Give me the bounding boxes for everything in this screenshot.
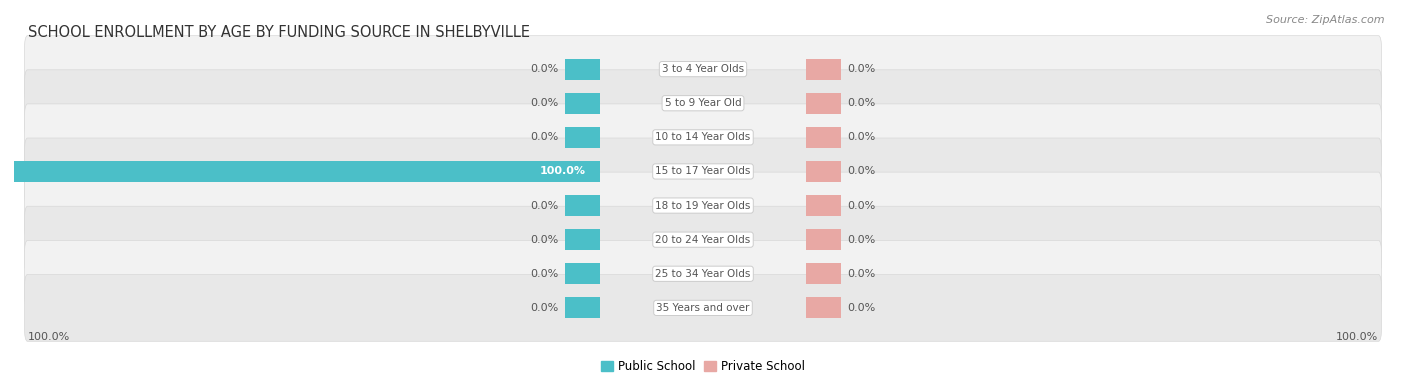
Text: 0.0%: 0.0% <box>530 98 558 108</box>
Bar <box>807 297 841 319</box>
Text: 100.0%: 100.0% <box>28 333 70 342</box>
Bar <box>14 161 599 182</box>
Text: 0.0%: 0.0% <box>530 269 558 279</box>
Text: 100.0%: 100.0% <box>540 166 586 176</box>
Text: 0.0%: 0.0% <box>848 269 876 279</box>
Text: 0.0%: 0.0% <box>530 201 558 211</box>
Text: 20 to 24 Year Olds: 20 to 24 Year Olds <box>655 234 751 245</box>
Bar <box>565 93 599 114</box>
Bar <box>565 263 599 284</box>
Text: SCHOOL ENROLLMENT BY AGE BY FUNDING SOURCE IN SHELBYVILLE: SCHOOL ENROLLMENT BY AGE BY FUNDING SOUR… <box>28 25 530 40</box>
Text: 35 Years and over: 35 Years and over <box>657 303 749 313</box>
Text: 0.0%: 0.0% <box>848 234 876 245</box>
Text: 0.0%: 0.0% <box>848 303 876 313</box>
Bar <box>807 161 841 182</box>
Bar <box>565 195 599 216</box>
FancyBboxPatch shape <box>24 274 1382 341</box>
Text: 5 to 9 Year Old: 5 to 9 Year Old <box>665 98 741 108</box>
Bar <box>807 195 841 216</box>
Bar <box>807 93 841 114</box>
FancyBboxPatch shape <box>24 36 1382 103</box>
Bar <box>565 127 599 148</box>
Text: 15 to 17 Year Olds: 15 to 17 Year Olds <box>655 166 751 176</box>
Bar <box>565 58 599 80</box>
FancyBboxPatch shape <box>24 70 1382 136</box>
Text: 0.0%: 0.0% <box>530 64 558 74</box>
FancyBboxPatch shape <box>24 172 1382 239</box>
FancyBboxPatch shape <box>24 206 1382 273</box>
Text: 25 to 34 Year Olds: 25 to 34 Year Olds <box>655 269 751 279</box>
Legend: Public School, Private School: Public School, Private School <box>596 355 810 377</box>
Text: 10 to 14 Year Olds: 10 to 14 Year Olds <box>655 132 751 143</box>
Text: 0.0%: 0.0% <box>848 98 876 108</box>
Text: 0.0%: 0.0% <box>530 132 558 143</box>
Text: 0.0%: 0.0% <box>848 201 876 211</box>
Bar <box>565 229 599 250</box>
Text: 0.0%: 0.0% <box>530 303 558 313</box>
Text: Source: ZipAtlas.com: Source: ZipAtlas.com <box>1267 15 1385 25</box>
Bar <box>565 297 599 319</box>
FancyBboxPatch shape <box>24 138 1382 205</box>
Text: 0.0%: 0.0% <box>530 234 558 245</box>
Bar <box>807 229 841 250</box>
Bar <box>807 58 841 80</box>
Text: 18 to 19 Year Olds: 18 to 19 Year Olds <box>655 201 751 211</box>
FancyBboxPatch shape <box>24 241 1382 307</box>
FancyBboxPatch shape <box>24 104 1382 171</box>
Text: 3 to 4 Year Olds: 3 to 4 Year Olds <box>662 64 744 74</box>
Bar <box>807 263 841 284</box>
Text: 0.0%: 0.0% <box>848 132 876 143</box>
Text: 0.0%: 0.0% <box>848 166 876 176</box>
Text: 0.0%: 0.0% <box>848 64 876 74</box>
Text: 100.0%: 100.0% <box>1336 333 1378 342</box>
Bar <box>807 127 841 148</box>
